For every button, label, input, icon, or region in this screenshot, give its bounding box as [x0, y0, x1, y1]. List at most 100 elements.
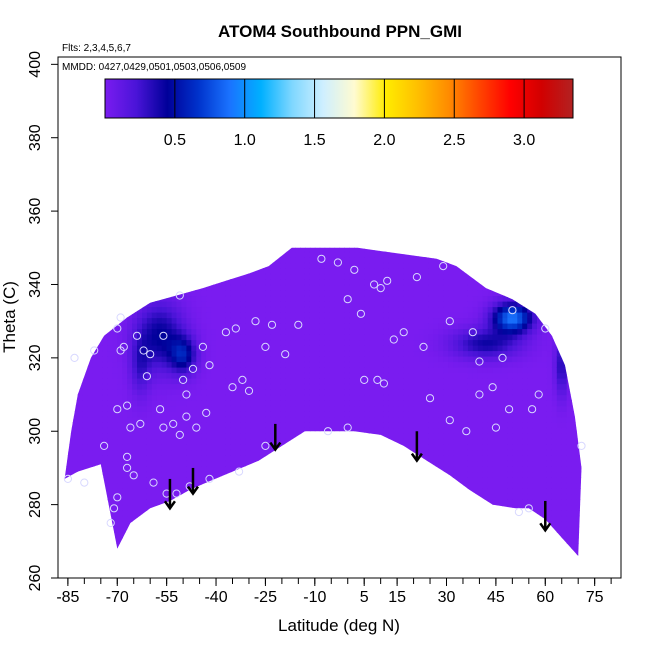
observation-point — [439, 262, 448, 271]
observation-point — [383, 276, 392, 285]
observation-point — [373, 375, 382, 384]
observation-point — [169, 419, 178, 428]
observation-point — [123, 463, 132, 472]
x-tick-label: 15 — [388, 589, 406, 606]
x-tick-label: 75 — [586, 589, 604, 606]
observation-point — [221, 328, 230, 337]
observation-point — [343, 295, 352, 304]
ppn-field — [64, 247, 582, 557]
observation-point — [244, 386, 254, 395]
y-tick-label: 340 — [27, 271, 44, 298]
observation-point — [132, 331, 142, 340]
observation-point — [281, 350, 290, 359]
observation-point — [129, 471, 138, 480]
observation-point — [90, 346, 99, 355]
observation-point — [175, 291, 184, 300]
observation-point — [113, 405, 122, 414]
observation-point — [412, 273, 421, 282]
observation-point — [63, 474, 73, 483]
observation-point — [462, 427, 471, 436]
observation-point — [123, 452, 132, 461]
observation-point — [508, 306, 517, 315]
x-tick-label: -10 — [303, 589, 326, 606]
observation-point — [179, 375, 188, 384]
y-tick-label: 400 — [27, 51, 44, 78]
observation-point — [159, 331, 168, 340]
observation-point — [524, 504, 533, 513]
observation-point — [350, 265, 359, 274]
y-tick-label: 260 — [27, 565, 44, 592]
observation-point — [159, 423, 168, 432]
y-tick-label: 280 — [27, 491, 44, 518]
x-tick-label: 60 — [536, 589, 554, 606]
observation-point — [323, 427, 333, 436]
down-arrow — [410, 431, 423, 463]
observation-point — [475, 357, 484, 366]
colorbar-tick-label: 1.5 — [303, 132, 325, 149]
y-tick-label: 300 — [27, 418, 44, 445]
x-tick-label: 5 — [360, 589, 369, 606]
x-tick-label: 45 — [487, 589, 505, 606]
x-axis: -85 -70 -55 -40 -25 -10 5 15 30 45 60 75 — [56, 578, 612, 606]
x-axis-label: Latitude (deg N) — [278, 616, 400, 635]
observation-point — [113, 324, 122, 333]
observation-point — [238, 375, 247, 384]
observation-point — [505, 405, 514, 414]
chart-title: ATOM4 Southbound PPN_GMI — [218, 22, 462, 41]
observation-point — [188, 364, 198, 373]
observation-markers — [63, 254, 586, 528]
observation-point — [577, 441, 586, 450]
down-arrow — [269, 423, 282, 452]
y-axis-label: Theta (C) — [0, 281, 19, 353]
observation-point — [106, 518, 115, 528]
observation-point — [389, 335, 398, 344]
observation-point — [294, 320, 303, 329]
x-tick-label: -70 — [106, 589, 129, 606]
observation-point — [356, 309, 365, 318]
colorbar-tick-label: 1.0 — [234, 132, 256, 149]
observation-point — [475, 390, 484, 399]
colorbar-tick-label: 3.0 — [513, 132, 535, 149]
colorbar-ticks: 0.5 1.0 1.5 2.0 2.5 3.0 — [164, 79, 535, 149]
colorbar-tick-label: 2.5 — [443, 132, 465, 149]
observation-point — [100, 441, 109, 450]
observation-point — [419, 342, 428, 351]
observation-point — [370, 280, 379, 289]
observation-point — [445, 416, 454, 425]
observation-point — [425, 394, 435, 403]
observation-point — [182, 390, 191, 399]
observation-point — [261, 441, 270, 450]
observation-point — [541, 324, 550, 333]
observation-point — [205, 474, 214, 483]
observation-point — [333, 258, 342, 267]
down-arrow — [163, 478, 176, 511]
down-arrow — [186, 467, 200, 496]
observation-point — [317, 254, 326, 263]
x-tick-label: -40 — [204, 589, 227, 606]
observation-point — [113, 493, 122, 502]
observation-point — [379, 379, 388, 388]
observation-point — [498, 353, 507, 362]
colorbar-tick-label: 0.5 — [164, 132, 186, 149]
observation-point — [491, 423, 500, 432]
colorbar — [104, 78, 574, 119]
x-tick-label: 30 — [438, 589, 456, 606]
plot-frame — [57, 56, 622, 579]
colorbar-tick-label: 2.0 — [373, 132, 395, 149]
observation-point — [109, 504, 119, 513]
observation-point — [514, 507, 524, 517]
observation-point — [119, 342, 128, 351]
observation-point — [172, 489, 181, 498]
observation-point — [182, 412, 191, 421]
observation-point — [231, 324, 240, 333]
y-tick-label: 320 — [27, 344, 44, 371]
observation-point — [126, 423, 135, 432]
observation-point — [343, 423, 352, 432]
observation-point — [139, 346, 148, 355]
arrow-markers — [163, 423, 552, 533]
observation-point — [116, 313, 125, 322]
observation-point — [528, 405, 537, 414]
observation-point — [198, 342, 207, 351]
observation-point — [376, 284, 385, 293]
